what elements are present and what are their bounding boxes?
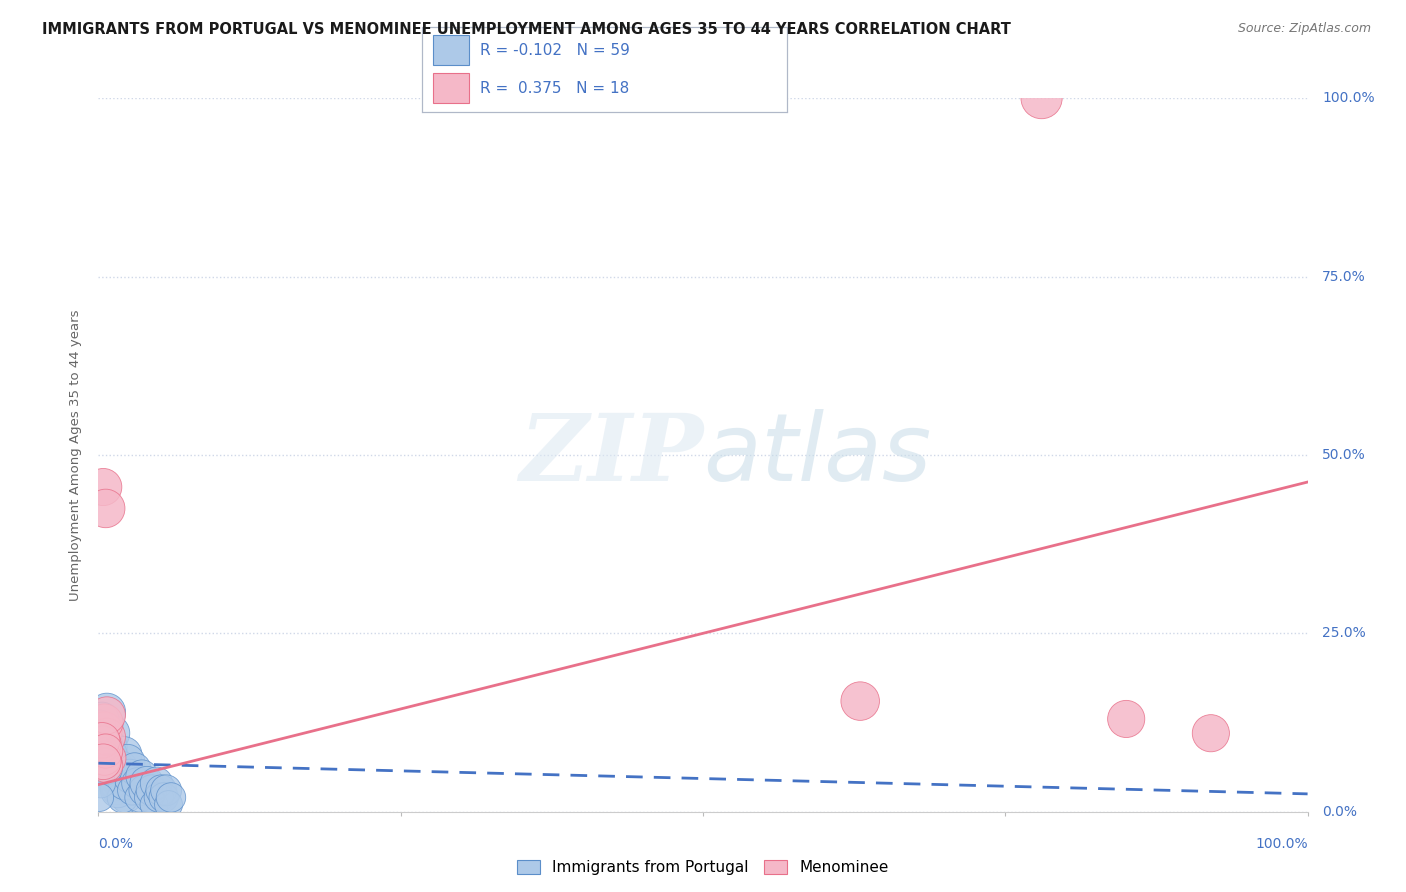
Point [145,776,167,790]
Text: 0.0%: 0.0% [1322,805,1357,819]
Point [134,783,156,797]
Point [91,737,114,751]
Y-axis label: Unemployment Among Ages 35 to 44 years: Unemployment Among Ages 35 to 44 years [69,310,83,600]
Point [135,776,157,790]
Point [100,747,122,762]
Point [849,694,872,708]
Point [138,790,160,805]
Point [103,755,125,769]
Point [93,751,115,765]
Point [100,769,122,783]
Point [100,726,122,740]
Bar [433,36,470,65]
Point [105,783,128,797]
Point [160,790,183,805]
Point [103,776,125,790]
Point [96,705,118,719]
Point [97,751,120,765]
Point [91,480,114,494]
Point [115,790,138,805]
Point [114,776,136,790]
Point [1031,91,1053,105]
Point [110,776,132,790]
Point [91,712,114,726]
Text: Source: ZipAtlas.com: Source: ZipAtlas.com [1237,22,1371,36]
Point [93,762,115,776]
Text: 100.0%: 100.0% [1322,91,1375,105]
Point [98,740,121,755]
Point [108,762,131,776]
Point [111,790,134,805]
Point [120,783,142,797]
Point [96,730,118,744]
Point [104,769,127,783]
Point [124,762,146,776]
Point [98,740,121,755]
Point [1199,726,1222,740]
Point [93,723,115,737]
Point [118,769,141,783]
Point [148,790,170,805]
Point [89,719,111,733]
Point [121,783,143,797]
Point [93,747,115,762]
Point [112,747,135,762]
Text: R =  0.375   N = 18: R = 0.375 N = 18 [481,80,630,95]
Point [94,501,117,516]
Point [90,733,112,747]
Point [91,755,114,769]
Point [94,740,117,755]
Point [155,783,177,797]
Point [108,762,131,776]
Point [91,755,114,769]
Point [128,790,150,805]
Point [91,733,114,747]
Point [90,776,112,790]
Text: 50.0%: 50.0% [1322,448,1365,462]
Point [91,747,114,762]
Point [131,769,153,783]
Point [91,733,114,747]
Point [101,776,124,790]
Point [94,758,117,772]
Text: ZIP: ZIP [519,410,703,500]
Point [127,776,149,790]
Point [143,797,166,812]
Point [96,708,118,723]
Point [97,762,120,776]
Text: 0.0%: 0.0% [98,837,134,851]
Text: R = -0.102   N = 59: R = -0.102 N = 59 [481,43,630,58]
Point [101,755,124,769]
Text: IMMIGRANTS FROM PORTUGAL VS MENOMINEE UNEMPLOYMENT AMONG AGES 35 TO 44 YEARS COR: IMMIGRANTS FROM PORTUGAL VS MENOMINEE UN… [42,22,1011,37]
Text: 25.0%: 25.0% [1322,626,1365,640]
Point [141,783,163,797]
Legend: Immigrants from Portugal, Menominee: Immigrants from Portugal, Menominee [513,855,893,880]
Point [94,744,117,758]
Point [93,747,115,762]
Point [152,790,174,805]
Point [157,797,180,812]
Point [96,762,118,776]
Point [89,790,111,805]
Point [93,715,115,730]
Point [118,769,141,783]
Point [96,762,118,776]
Point [107,783,129,797]
Text: atlas: atlas [703,409,931,500]
Point [91,744,114,758]
Text: 100.0%: 100.0% [1256,837,1308,851]
Point [1115,712,1137,726]
Text: 75.0%: 75.0% [1322,269,1365,284]
Point [100,769,122,783]
Point [94,719,117,733]
Bar [433,73,470,103]
Point [150,783,173,797]
Point [97,733,120,747]
Point [117,755,139,769]
